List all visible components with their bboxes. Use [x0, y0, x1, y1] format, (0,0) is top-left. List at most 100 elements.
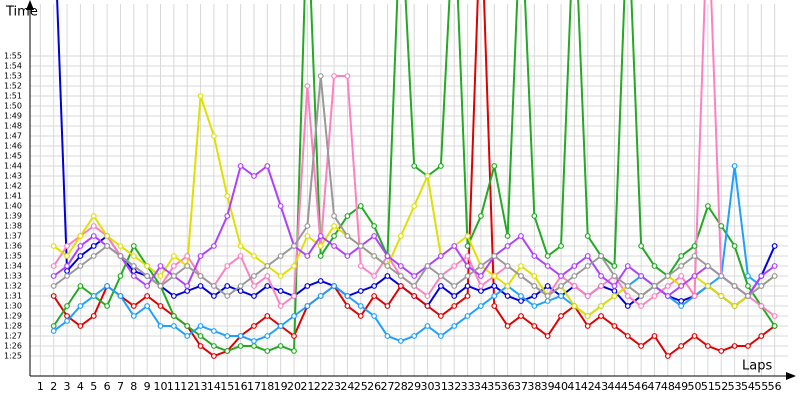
point	[464, 313, 471, 319]
point	[437, 283, 444, 289]
point	[611, 293, 618, 299]
x-tick-label: 27	[380, 380, 394, 393]
point	[291, 263, 297, 269]
x-tick-label: 52	[714, 380, 728, 393]
point	[50, 263, 57, 269]
point	[50, 293, 57, 299]
point	[584, 263, 591, 269]
y-tick-label: 1:40	[4, 202, 22, 211]
x-tick-label: 49	[674, 380, 688, 393]
point	[531, 303, 538, 309]
point	[411, 293, 418, 299]
x-tick-label: 31	[434, 380, 448, 393]
point	[264, 163, 271, 169]
point	[251, 293, 257, 299]
point	[64, 318, 70, 324]
point	[664, 283, 671, 289]
point	[224, 333, 231, 339]
point	[678, 303, 685, 309]
point	[491, 163, 498, 169]
y-tick-label: 1:54	[4, 62, 22, 71]
point	[77, 253, 84, 259]
point	[558, 273, 564, 279]
point	[291, 243, 297, 249]
point	[104, 243, 111, 249]
point	[331, 213, 337, 219]
point	[264, 283, 271, 289]
y-tick-label: 1:55	[4, 52, 22, 61]
point	[157, 273, 164, 279]
y-tick-label: 1:29	[4, 312, 22, 321]
point	[277, 273, 284, 279]
point	[384, 303, 391, 309]
point	[50, 328, 57, 334]
point	[197, 93, 204, 99]
point	[157, 283, 164, 289]
point	[664, 353, 671, 359]
point	[264, 313, 271, 319]
x-axis-arrow	[786, 372, 796, 380]
point	[491, 273, 498, 279]
point	[344, 233, 351, 239]
x-tick-label: 42	[581, 380, 595, 393]
point	[170, 263, 177, 269]
point	[64, 303, 70, 309]
point	[277, 253, 284, 259]
point	[598, 253, 604, 259]
x-tick-label: 16	[234, 380, 248, 393]
point	[130, 243, 137, 249]
point	[237, 163, 244, 169]
point	[371, 313, 378, 319]
point	[731, 243, 738, 249]
point	[424, 173, 431, 179]
point	[478, 213, 484, 219]
point	[224, 293, 231, 299]
point	[571, 303, 578, 309]
x-tick-label: 1	[37, 380, 44, 393]
point	[678, 273, 685, 279]
point	[664, 273, 671, 279]
y-tick-label: 1:28	[4, 322, 22, 331]
point	[771, 273, 778, 279]
point	[130, 273, 137, 279]
point	[64, 243, 70, 249]
point	[678, 253, 685, 259]
point	[624, 293, 631, 299]
point	[518, 293, 524, 299]
point	[331, 223, 337, 229]
point	[571, 263, 578, 269]
point	[504, 233, 511, 239]
point	[197, 343, 204, 349]
point	[291, 333, 297, 339]
point	[50, 273, 57, 279]
point	[437, 273, 444, 279]
point	[397, 273, 404, 279]
series-layer	[50, 0, 778, 359]
point	[571, 283, 578, 289]
point	[277, 288, 284, 294]
point	[437, 333, 444, 339]
point	[478, 263, 484, 269]
x-tick-label: 48	[661, 380, 675, 393]
point	[531, 283, 538, 289]
point	[184, 263, 191, 269]
point	[90, 223, 97, 229]
point	[678, 343, 685, 349]
x-tick-label: 32	[447, 380, 461, 393]
point	[504, 293, 511, 299]
point	[584, 323, 591, 329]
point	[237, 253, 244, 259]
point	[197, 323, 204, 329]
point	[224, 213, 231, 219]
point	[77, 303, 84, 309]
y-tick-label: 1:48	[4, 122, 22, 131]
x-tick-label: 23	[327, 380, 341, 393]
x-tick-label: 2	[50, 380, 57, 393]
point	[331, 73, 337, 79]
point	[170, 323, 177, 329]
x-tick-label: 56	[768, 380, 782, 393]
point	[291, 293, 297, 299]
point	[64, 263, 70, 269]
point	[277, 343, 284, 349]
